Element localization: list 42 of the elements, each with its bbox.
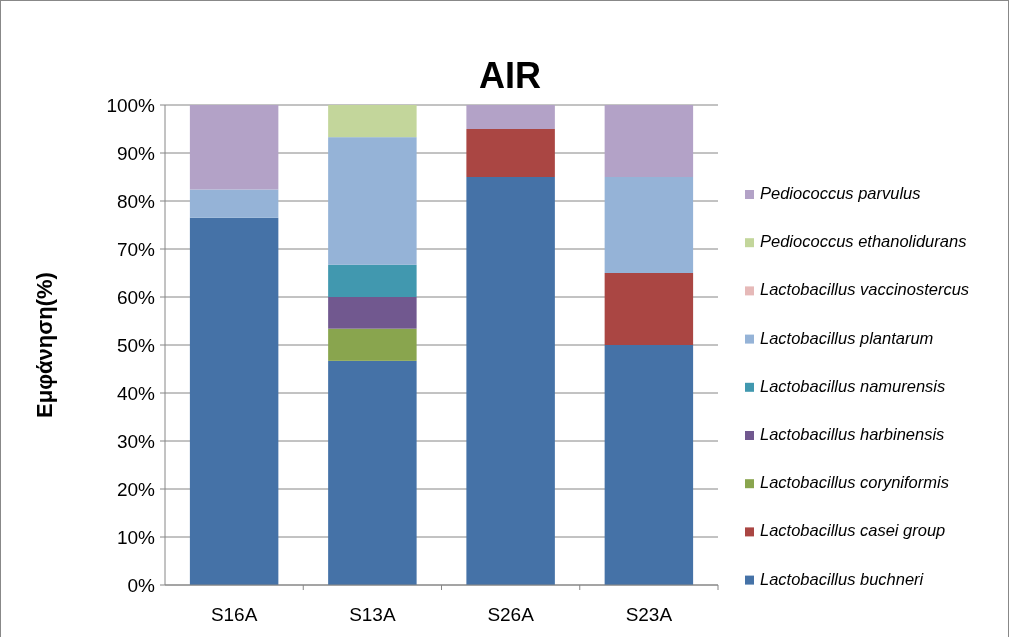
bar: [189, 217, 279, 585]
legend-label: Pediococcus parvulus: [760, 184, 921, 202]
x-tick-label: S26A: [487, 604, 535, 625]
y-tick-label: 60%: [116, 286, 156, 308]
y-tick-label: 70%: [116, 238, 156, 260]
legend-label: Lactobacillus buchneri: [760, 569, 925, 588]
y-tick-label: 50%: [116, 334, 156, 356]
legend-label: Pediococcus ethanolidurans: [760, 232, 967, 251]
legend-label: Lactobacillus vaccinostercus: [760, 280, 970, 299]
y-tick-label: 20%: [116, 478, 156, 500]
bar: [328, 105, 417, 138]
bar: [328, 297, 417, 329]
bar: [466, 129, 555, 177]
y-tick-label: 0%: [127, 574, 156, 596]
bar: [328, 328, 417, 361]
bar: [466, 105, 555, 129]
bar: [328, 137, 417, 265]
bar: [466, 177, 555, 585]
bar: [328, 264, 417, 297]
y-tick-label: 10%: [116, 526, 156, 548]
legend-label: Lactobacillus harbinensis: [760, 425, 945, 443]
y-axis-title: Εμφάνηση(%): [32, 272, 57, 418]
x-tick-label: S16A: [210, 604, 258, 625]
legend-label: Lactobacillus plantarum: [760, 328, 934, 347]
y-tick-label: 90%: [116, 142, 156, 164]
y-tick-label: 100%: [106, 94, 156, 116]
y-tick-label: 40%: [116, 382, 156, 404]
bar: [604, 273, 694, 345]
legend-label: Lactobacillus coryniformis: [760, 473, 949, 492]
bar: [189, 105, 279, 190]
bar: [328, 360, 417, 585]
legend-label: Lactobacillus namurensis: [760, 376, 946, 395]
bar: [604, 177, 694, 273]
y-tick-label: 30%: [116, 430, 156, 452]
x-tick-label: S13A: [349, 604, 396, 625]
bar: [604, 345, 694, 585]
bar: [189, 189, 279, 218]
legend-label: Lactobacillus casei group: [760, 521, 946, 540]
y-tick-label: 80%: [116, 190, 156, 212]
x-tick-label: S23A: [625, 604, 673, 625]
bar: [604, 105, 694, 177]
chart-title: AIR: [479, 55, 541, 96]
